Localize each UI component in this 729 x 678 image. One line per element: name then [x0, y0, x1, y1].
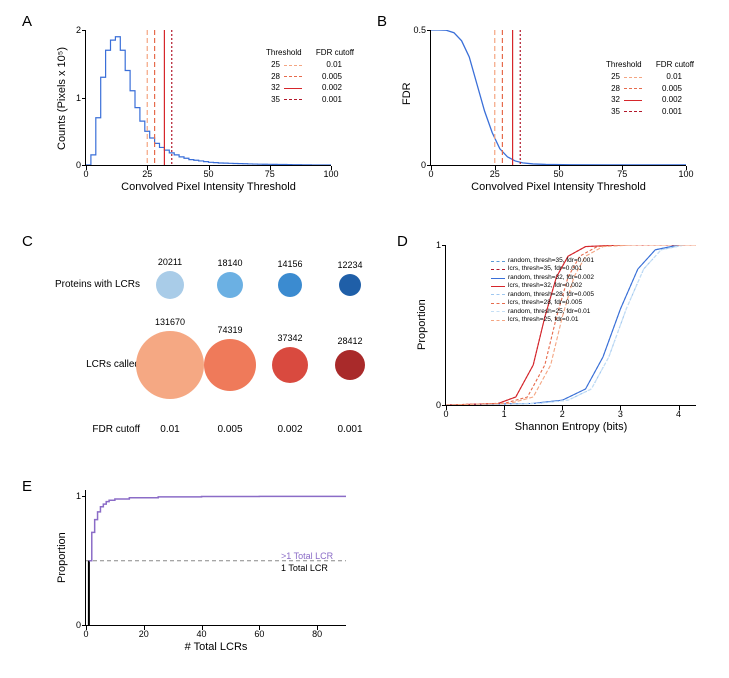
panel-e-label: E	[22, 478, 32, 495]
panel-c-row-label: Proteins with LCRs	[55, 279, 140, 290]
lcr-bubble	[335, 350, 365, 380]
x-axis-label: # Total LCRs	[185, 641, 248, 653]
lcr-bubble	[204, 339, 256, 391]
y-axis-label: Proportion	[56, 532, 68, 583]
x-tick: 25	[490, 169, 500, 179]
y-tick: 2	[56, 25, 81, 35]
protein-value: 20211	[158, 257, 182, 267]
x-tick: 40	[197, 629, 207, 639]
protein-value: 14156	[277, 259, 302, 269]
x-axis-label: Convolved Pixel Intensity Threshold	[121, 181, 296, 193]
protein-value: 18140	[217, 258, 242, 268]
protein-bubble	[156, 271, 184, 299]
panel-b-plot: 025507510000.5Convolved Pixel Intensity …	[430, 30, 686, 166]
panel-e-annotation: >1 Total LCR	[281, 551, 333, 561]
lcr-value: 28412	[337, 336, 362, 346]
x-tick: 60	[254, 629, 264, 639]
fdr-value: 0.001	[337, 424, 362, 435]
fdr-value: 0.002	[277, 424, 302, 435]
panel-d-legend: random, thresh=35, fdr=0.001lcrs, thresh…	[491, 257, 594, 325]
panel-d: D 0123401Shannon Entropy (bits)Proportio…	[405, 235, 705, 435]
y-tick: 1	[56, 491, 81, 501]
panel-b: B 025507510000.5Convolved Pixel Intensit…	[385, 15, 695, 195]
panel-e-annotation: 1 Total LCR	[281, 563, 328, 573]
y-tick: 1	[416, 240, 441, 250]
lcr-value: 131670	[155, 317, 185, 327]
panel-c-row-label: LCRs called	[86, 359, 140, 370]
lcr-bubble	[272, 347, 308, 383]
lcr-bubble	[136, 331, 204, 399]
lcr-value: 37342	[277, 333, 302, 343]
x-tick: 0	[428, 169, 433, 179]
x-tick: 3	[618, 409, 623, 419]
x-tick: 75	[265, 169, 275, 179]
x-tick: 100	[678, 169, 693, 179]
x-tick: 50	[553, 169, 563, 179]
protein-bubble	[217, 272, 243, 298]
panel-d-plot: 0123401Shannon Entropy (bits)Proportionr…	[445, 245, 696, 406]
y-axis-label: Counts (Pixels x 10⁵)	[56, 47, 68, 150]
protein-bubble	[278, 273, 302, 297]
y-tick: 0	[401, 160, 426, 170]
panel-c: C Proteins with LCRsLCRs calledFDR cutof…	[30, 235, 360, 445]
x-tick: 4	[676, 409, 681, 419]
y-axis-label: Proportion	[416, 299, 428, 350]
x-axis-label: Convolved Pixel Intensity Threshold	[471, 181, 646, 193]
protein-value: 12234	[337, 260, 362, 270]
protein-bubble	[339, 274, 361, 296]
x-tick: 25	[142, 169, 152, 179]
x-tick: 20	[139, 629, 149, 639]
x-tick: 0	[83, 629, 88, 639]
x-tick: 80	[312, 629, 322, 639]
panel-e: E 02040608001# Total LCRsProportion>1 To…	[30, 480, 360, 660]
panel-c-label: C	[22, 233, 33, 250]
panel-a: A 0255075100012Convolved Pixel Intensity…	[30, 15, 340, 195]
x-tick: 1	[502, 409, 507, 419]
y-axis-label: FDR	[401, 82, 413, 105]
panel-c-row-label: FDR cutoff	[92, 424, 140, 435]
y-tick: 0.5	[401, 25, 426, 35]
panel-d-label: D	[397, 233, 408, 250]
panel-e-plot: 02040608001# Total LCRsProportion>1 Tota…	[85, 490, 346, 626]
fdr-value: 0.01	[160, 424, 179, 435]
figure: A 0255075100012Convolved Pixel Intensity…	[10, 10, 719, 668]
panel-b-label: B	[377, 13, 387, 30]
fdr-value: 0.005	[217, 424, 242, 435]
x-tick: 2	[560, 409, 565, 419]
x-axis-label: Shannon Entropy (bits)	[515, 421, 628, 433]
x-tick: 0	[83, 169, 88, 179]
panel-a-plot: 0255075100012Convolved Pixel Intensity T…	[85, 30, 331, 166]
x-tick: 75	[617, 169, 627, 179]
x-tick: 100	[323, 169, 338, 179]
lcr-value: 74319	[217, 325, 242, 335]
x-tick: 0	[443, 409, 448, 419]
panel-a-legend: ThresholdFDR cutoff250.01280.005320.0023…	[266, 48, 354, 106]
y-tick: 0	[416, 400, 441, 410]
y-tick: 0	[56, 160, 81, 170]
y-tick: 0	[56, 620, 81, 630]
panel-b-legend: ThresholdFDR cutoff250.01280.005320.0023…	[606, 60, 694, 118]
panel-a-label: A	[22, 13, 32, 30]
x-tick: 50	[203, 169, 213, 179]
